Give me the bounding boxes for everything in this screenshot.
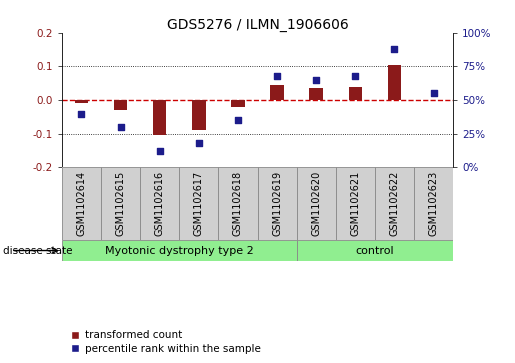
Bar bbox=[414, 167, 453, 240]
Bar bbox=[388, 65, 401, 100]
Point bbox=[156, 148, 164, 154]
Bar bbox=[62, 240, 297, 261]
Point bbox=[273, 73, 281, 79]
Legend: transformed count, percentile rank within the sample: transformed count, percentile rank withi… bbox=[67, 326, 265, 358]
Point bbox=[116, 124, 125, 130]
Bar bbox=[192, 100, 205, 130]
Point bbox=[351, 73, 359, 79]
Bar bbox=[140, 167, 179, 240]
Bar bbox=[75, 100, 88, 103]
Bar bbox=[114, 100, 127, 110]
Point bbox=[77, 111, 85, 117]
Title: GDS5276 / ILMN_1906606: GDS5276 / ILMN_1906606 bbox=[167, 18, 348, 32]
Text: GSM1102622: GSM1102622 bbox=[389, 171, 400, 236]
Bar bbox=[62, 167, 101, 240]
Text: disease state: disease state bbox=[3, 245, 72, 256]
Text: Myotonic dystrophy type 2: Myotonic dystrophy type 2 bbox=[105, 245, 253, 256]
Bar bbox=[297, 167, 336, 240]
Bar bbox=[153, 100, 166, 135]
Text: GSM1102618: GSM1102618 bbox=[233, 171, 243, 236]
Bar bbox=[336, 167, 375, 240]
Text: GSM1102621: GSM1102621 bbox=[350, 171, 360, 236]
Bar bbox=[101, 167, 140, 240]
Point bbox=[390, 46, 399, 52]
Bar bbox=[349, 87, 362, 100]
Bar bbox=[270, 85, 284, 100]
Bar bbox=[258, 167, 297, 240]
Text: GSM1102623: GSM1102623 bbox=[428, 171, 439, 236]
Bar bbox=[218, 167, 258, 240]
Text: GSM1102615: GSM1102615 bbox=[115, 171, 126, 236]
Point bbox=[195, 140, 203, 146]
Text: GSM1102617: GSM1102617 bbox=[194, 171, 204, 236]
Bar bbox=[297, 240, 453, 261]
Text: control: control bbox=[355, 245, 394, 256]
Bar bbox=[310, 88, 323, 100]
Point bbox=[430, 90, 438, 96]
Text: GSM1102620: GSM1102620 bbox=[311, 171, 321, 236]
Text: GSM1102619: GSM1102619 bbox=[272, 171, 282, 236]
Text: GSM1102616: GSM1102616 bbox=[154, 171, 165, 236]
Point bbox=[234, 117, 242, 123]
Text: GSM1102614: GSM1102614 bbox=[76, 171, 87, 236]
Bar bbox=[231, 100, 245, 107]
Bar bbox=[375, 167, 414, 240]
Bar bbox=[179, 167, 218, 240]
Point bbox=[312, 77, 320, 83]
